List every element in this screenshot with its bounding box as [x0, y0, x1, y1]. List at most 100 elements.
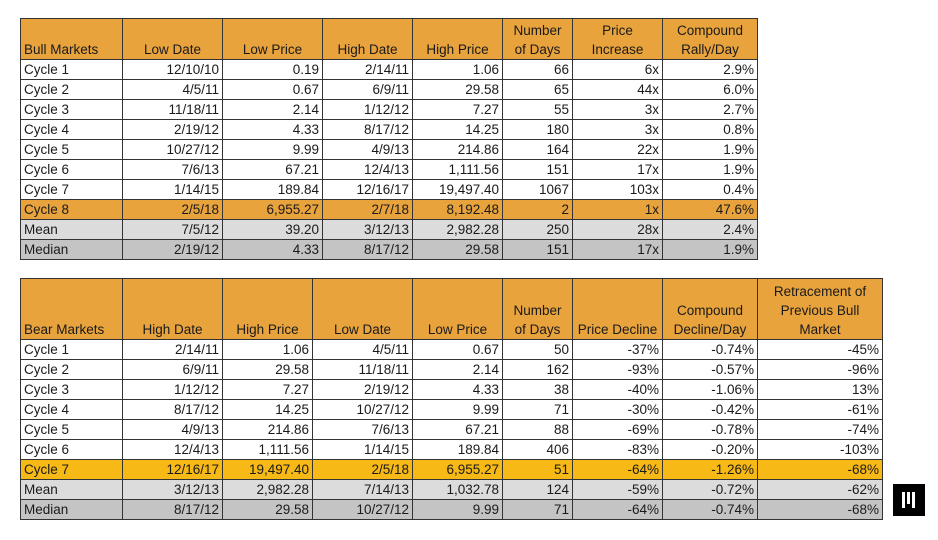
- bull-table-cell: 7/5/12: [122, 219, 223, 240]
- bear-table-cell: -83%: [572, 439, 663, 460]
- bear-table-cell: 6,955.27: [412, 459, 503, 480]
- bull-table-cell: 10/27/12: [122, 139, 223, 160]
- bull-table-cell: 0.8%: [662, 119, 758, 140]
- bear-table-row: Cycle 3 1/12/12 7.27 2/19/12 4.33 38 -40% -1.06…: [20, 379, 883, 400]
- bull-table-cell: 2.9%: [662, 59, 758, 80]
- bear-table-cell: 19,497.40: [222, 459, 313, 480]
- bull-table-cell: 2/5/18: [122, 199, 223, 220]
- bull-table-cell: 4/5/11: [122, 79, 223, 100]
- bull-header-cell: High Price: [412, 18, 503, 60]
- bear-table-cell: 124: [502, 479, 573, 500]
- bull-table-cell: 9.99: [222, 139, 323, 160]
- bull-table-row: Cycle 5 10/27/12 9.99 4/9/13 214.86 164 22x 1.9…: [20, 139, 758, 160]
- bear-table-row: Mean 3/12/13 2,982.28 7/14/13 1,032.78 124 -59…: [20, 479, 883, 500]
- bear-table-cell: 2.14: [412, 359, 503, 380]
- bear-table-cell: 4/9/13: [122, 419, 223, 440]
- bear-table-cell: 1/12/12: [122, 379, 223, 400]
- bear-row-label: Cycle 2: [20, 359, 123, 380]
- bear-header-cell: Compound Decline/Day: [662, 278, 758, 340]
- bear-table-cell: 0.67: [412, 339, 503, 360]
- bull-header-cell: Bull Markets: [20, 18, 123, 60]
- bull-table-cell: 22x: [572, 139, 663, 160]
- bear-header-cell: Low Date: [312, 278, 413, 340]
- bear-table-cell: -40%: [572, 379, 663, 400]
- bear-table-row: Cycle 1 2/14/11 1.06 4/5/11 0.67 50 -37% -0.74%…: [20, 339, 883, 360]
- bull-table-row: Cycle 8 2/5/18 6,955.27 2/7/18 8,192.48 2 1x 47…: [20, 199, 758, 220]
- bull-row-label: Cycle 2: [20, 79, 123, 100]
- bear-table-cell: -0.57%: [662, 359, 758, 380]
- bull-table-row: Cycle 1 12/10/10 0.19 2/14/11 1.06 66 6x 2.9%: [20, 59, 758, 80]
- bull-row-label: Mean: [20, 219, 123, 240]
- bear-table-cell: 2/14/11: [122, 339, 223, 360]
- bear-table-cell: -103%: [757, 439, 883, 460]
- bull-table-cell: 1.06: [412, 59, 503, 80]
- bull-table-cell: 2/19/12: [122, 119, 223, 140]
- bear-header-cell: Number of Days: [502, 278, 573, 340]
- bull-table-cell: 2/14/11: [322, 59, 413, 80]
- bear-table-cell: 71: [502, 499, 573, 520]
- bull-table-cell: 19,497.40: [412, 179, 503, 200]
- bear-table-cell: 50: [502, 339, 573, 360]
- bull-table-cell: 4.33: [222, 239, 323, 260]
- bear-table-cell: 51: [502, 459, 573, 480]
- bear-table-cell: 10/27/12: [312, 399, 413, 420]
- bull-table-cell: 1/12/12: [322, 99, 413, 120]
- bull-header-cell: Low Date: [122, 18, 223, 60]
- bear-table-cell: 2,982.28: [222, 479, 313, 500]
- bull-table-cell: 6.0%: [662, 79, 758, 100]
- bull-table-cell: 6/9/11: [322, 79, 413, 100]
- bear-table-cell: -68%: [757, 459, 883, 480]
- bear-markets-table: Bear Markets High Date High Price Low Date L…: [20, 278, 883, 520]
- bear-table-cell: -45%: [757, 339, 883, 360]
- bull-table-cell: 55: [502, 99, 573, 120]
- bear-table-body: Cycle 1 2/14/11 1.06 4/5/11 0.67 50 -37% -0.74%…: [20, 339, 883, 520]
- bear-table-cell: 162: [502, 359, 573, 380]
- bear-table-cell: -0.72%: [662, 479, 758, 500]
- bear-row-label: Cycle 7: [20, 459, 123, 480]
- bear-table-cell: 1/14/15: [312, 439, 413, 460]
- bear-table-cell: -64%: [572, 459, 663, 480]
- bear-table-cell: 1.06: [222, 339, 313, 360]
- bear-table-cell: -0.78%: [662, 419, 758, 440]
- bull-row-label: Cycle 1: [20, 59, 123, 80]
- bull-row-label: Cycle 7: [20, 179, 123, 200]
- bull-table-cell: 1067: [502, 179, 573, 200]
- pantera-logo-icon: [893, 484, 925, 516]
- bull-table-cell: 6x: [572, 59, 663, 80]
- bear-table-cell: 9.99: [412, 399, 503, 420]
- bull-table-row: Cycle 6 7/6/13 67.21 12/4/13 1,111.56 151 17x 1…: [20, 159, 758, 180]
- bear-header-cell: Bear Markets: [20, 278, 123, 340]
- bear-table-cell: 4.33: [412, 379, 503, 400]
- bull-table-cell: 1.9%: [662, 239, 758, 260]
- bull-table-cell: 65: [502, 79, 573, 100]
- bull-table-cell: 1/14/15: [122, 179, 223, 200]
- bull-header-cell: High Date: [322, 18, 413, 60]
- bear-header-cell: Price Decline: [572, 278, 663, 340]
- bear-table-cell: 7/14/13: [312, 479, 413, 500]
- bull-table-cell: 8/17/12: [322, 119, 413, 140]
- bear-table-cell: 10/27/12: [312, 499, 413, 520]
- bear-table-cell: 29.58: [222, 359, 313, 380]
- bear-table-cell: -64%: [572, 499, 663, 520]
- bear-table-cell: 406: [502, 439, 573, 460]
- bear-table-cell: 29.58: [222, 499, 313, 520]
- bull-table-cell: 2.7%: [662, 99, 758, 120]
- bear-table-cell: -0.74%: [662, 339, 758, 360]
- bear-row-label: Cycle 4: [20, 399, 123, 420]
- bull-header-cell: Low Price: [222, 18, 323, 60]
- bull-header-cell: Compound Rally/Day: [662, 18, 758, 60]
- bull-table-cell: 2: [502, 199, 573, 220]
- bull-table-cell: 0.19: [222, 59, 323, 80]
- bear-table-cell: 11/18/11: [312, 359, 413, 380]
- bull-table-cell: 44x: [572, 79, 663, 100]
- bear-table-cell: 8/17/12: [122, 399, 223, 420]
- bull-table-cell: 103x: [572, 179, 663, 200]
- bear-table-cell: 189.84: [412, 439, 503, 460]
- bear-table-row: Median 8/17/12 29.58 10/27/12 9.99 71 -64% -0.7…: [20, 499, 883, 520]
- bear-table-cell: 4/5/11: [312, 339, 413, 360]
- bull-table-cell: 3x: [572, 119, 663, 140]
- bull-table-cell: 2/7/18: [322, 199, 413, 220]
- bear-table-cell: -37%: [572, 339, 663, 360]
- bear-table-cell: -93%: [572, 359, 663, 380]
- bear-table-cell: -62%: [757, 479, 883, 500]
